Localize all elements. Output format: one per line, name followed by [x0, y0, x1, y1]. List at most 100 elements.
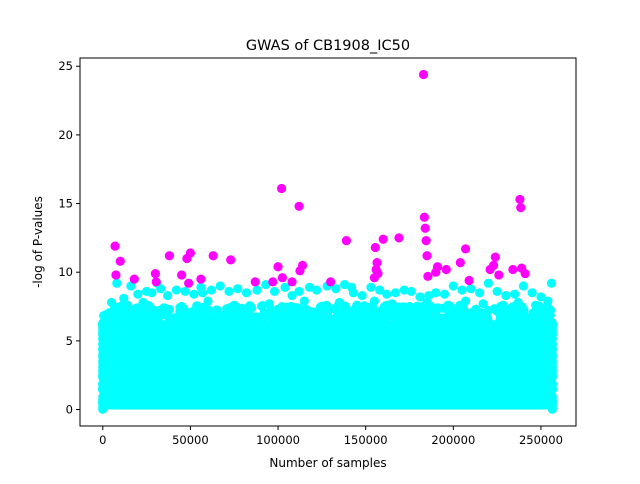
point-above-threshold — [151, 277, 161, 287]
band-edge-point — [547, 334, 557, 344]
point-below-threshold — [177, 301, 187, 312]
point-below-threshold — [492, 286, 502, 297]
point-below-threshold — [189, 289, 199, 299]
y-tick-label: 25 — [58, 59, 73, 73]
point-below-threshold — [352, 300, 362, 310]
point-below-threshold — [106, 297, 117, 308]
y-axis-ticks: 0 5 10 15 20 25 — [58, 59, 80, 417]
point-above-threshold — [515, 194, 525, 205]
point-below-threshold — [238, 308, 248, 319]
band-edge-point — [282, 314, 292, 324]
point-below-threshold — [331, 284, 341, 294]
point-below-threshold — [129, 307, 139, 317]
y-tick-label: 0 — [66, 403, 73, 417]
point-below-threshold — [357, 290, 367, 301]
band-edge-point — [547, 366, 557, 376]
band-edge-point — [528, 308, 538, 318]
point-above-threshold — [423, 271, 433, 281]
point-above-threshold — [341, 236, 352, 246]
band-edge-point — [547, 349, 557, 359]
point-below-threshold — [382, 289, 392, 299]
point-below-threshold — [112, 278, 122, 288]
point-below-threshold — [180, 286, 190, 297]
point-below-threshold — [233, 284, 243, 294]
point-below-threshold — [126, 281, 136, 291]
point-below-threshold — [261, 279, 271, 290]
data-points — [103, 69, 557, 320]
point-above-threshold — [297, 260, 308, 270]
point-below-threshold — [527, 288, 537, 298]
point-below-threshold — [212, 306, 222, 316]
plot-area — [98, 69, 557, 414]
band-edge-point — [317, 314, 328, 324]
point-above-threshold — [490, 252, 500, 262]
point-below-threshold — [299, 296, 309, 306]
band-edge-point — [282, 302, 292, 312]
point-below-threshold — [478, 299, 488, 309]
point-above-threshold — [150, 268, 160, 279]
band-edge-point — [547, 324, 557, 334]
point-above-threshold — [394, 233, 404, 243]
point-below-threshold — [119, 293, 129, 303]
point-above-threshold — [226, 255, 236, 265]
y-tick-label: 20 — [58, 128, 73, 142]
point-above-threshold — [370, 242, 380, 253]
band-edge-point — [201, 304, 211, 314]
band-edge-point — [221, 310, 231, 320]
y-axis-label: -log of P-values — [31, 196, 45, 288]
point-below-threshold — [252, 285, 262, 295]
dense-band-fill — [102, 320, 553, 410]
point-below-threshold — [431, 288, 441, 298]
point-above-threshold — [432, 262, 443, 272]
point-below-threshold — [378, 308, 388, 319]
point-below-threshold — [340, 279, 350, 290]
band-edge-point — [98, 398, 108, 408]
point-below-threshold — [466, 284, 476, 294]
point-above-threshold — [294, 201, 304, 211]
point-below-threshold — [406, 286, 416, 297]
band-edge-point — [483, 314, 493, 324]
x-tick-label: 200000 — [431, 433, 475, 447]
point-below-threshold — [483, 306, 493, 316]
point-below-threshold — [147, 288, 157, 298]
point-below-threshold — [510, 289, 520, 299]
x-tick-label: 50000 — [172, 433, 209, 447]
point-below-threshold — [159, 306, 169, 316]
band-edge-point — [245, 310, 256, 320]
point-below-threshold — [513, 297, 523, 308]
y-tick-label: 15 — [58, 197, 73, 211]
point-below-threshold — [399, 285, 409, 295]
point-above-threshold — [129, 274, 139, 284]
point-below-threshold — [443, 300, 453, 310]
band-edge-point — [398, 314, 408, 324]
point-above-threshold — [111, 270, 121, 280]
y-tick-label: 10 — [58, 265, 73, 279]
point-below-threshold — [460, 296, 471, 306]
point-below-threshold — [483, 278, 493, 288]
band-edge-point — [98, 324, 108, 334]
point-below-threshold — [273, 304, 283, 314]
point-above-threshold — [464, 275, 474, 286]
band-edge-point — [395, 302, 405, 312]
point-above-threshold — [115, 256, 125, 266]
band-edge-point — [131, 315, 141, 325]
point-above-threshold — [516, 203, 526, 213]
point-above-threshold — [460, 244, 471, 254]
chart-title: GWAS of CB1908_IC50 — [246, 38, 410, 54]
point-below-threshold — [390, 288, 401, 298]
point-below-threshold — [294, 286, 304, 297]
point-above-threshold — [441, 264, 451, 275]
point-above-threshold — [277, 273, 288, 283]
point-above-threshold — [273, 262, 283, 272]
point-below-threshold — [264, 299, 274, 309]
point-below-threshold — [439, 289, 450, 299]
point-below-threshold — [413, 304, 423, 314]
point-below-threshold — [404, 301, 415, 312]
point-below-threshold — [206, 285, 217, 295]
point-below-threshold — [518, 281, 529, 291]
band-edge-point — [98, 334, 108, 344]
point-above-threshold — [421, 236, 431, 246]
x-tick-label: 150000 — [344, 433, 388, 447]
point-below-threshold — [196, 282, 206, 292]
point-below-threshold — [185, 308, 196, 319]
